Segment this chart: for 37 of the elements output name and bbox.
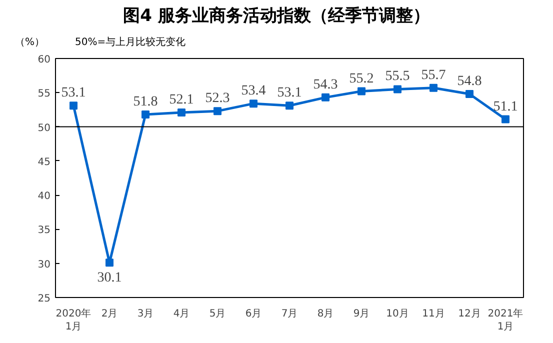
x-tick-label: 10月: [386, 308, 409, 320]
x-tick-label: 4月: [173, 308, 190, 320]
y-tick-label: 35: [38, 225, 51, 236]
text: 50%=与上月比较无变化: [75, 36, 186, 50]
x-tick-label: 5月: [209, 308, 226, 320]
x-tick-label: 12月: [458, 308, 481, 320]
data-label: 54.3: [313, 78, 338, 93]
y-tick-label: 30: [38, 260, 51, 271]
data-label: 52.3: [205, 91, 230, 106]
x-tick-label: 11月: [422, 308, 445, 320]
y-tick-label: 45: [38, 157, 51, 168]
x-tick-label: 2020年 1月: [56, 308, 92, 333]
y-tick-label: 60: [38, 54, 51, 66]
x-tick-label: 2021年 1月: [488, 308, 524, 333]
data-label: 55.5: [385, 70, 410, 85]
x-tick-label: 7月: [281, 308, 298, 320]
data-label: 52.1: [169, 92, 194, 108]
x-tick-label: 6月: [245, 308, 262, 320]
y-tick-label: 40: [38, 191, 51, 202]
y-axis-title: （%）: [15, 36, 45, 50]
data-label: 53.1: [277, 86, 302, 101]
y-tick-label: 55: [38, 88, 51, 100]
data-label: 53.1: [61, 86, 86, 101]
chart-title: 图4 服务业商务活动指数（经季节调整）: [123, 5, 430, 28]
data-label: 51.8: [133, 94, 158, 110]
x-tick-label: 2月: [101, 308, 118, 320]
data-label: 54.8: [457, 74, 482, 90]
x-tick-label: 3月: [137, 308, 154, 320]
data-label: 55.2: [349, 72, 374, 87]
y-tick-label: 25: [38, 294, 51, 305]
data-label: 30.1: [97, 270, 122, 286]
y-tick-label: 50: [38, 123, 51, 134]
data-label: 51.1: [493, 100, 518, 115]
x-tick-label: 9月: [353, 308, 370, 320]
x-tick-label: 8月: [317, 308, 334, 320]
data-label: 53.4: [241, 84, 266, 99]
data-label: 55.7: [421, 68, 446, 84]
